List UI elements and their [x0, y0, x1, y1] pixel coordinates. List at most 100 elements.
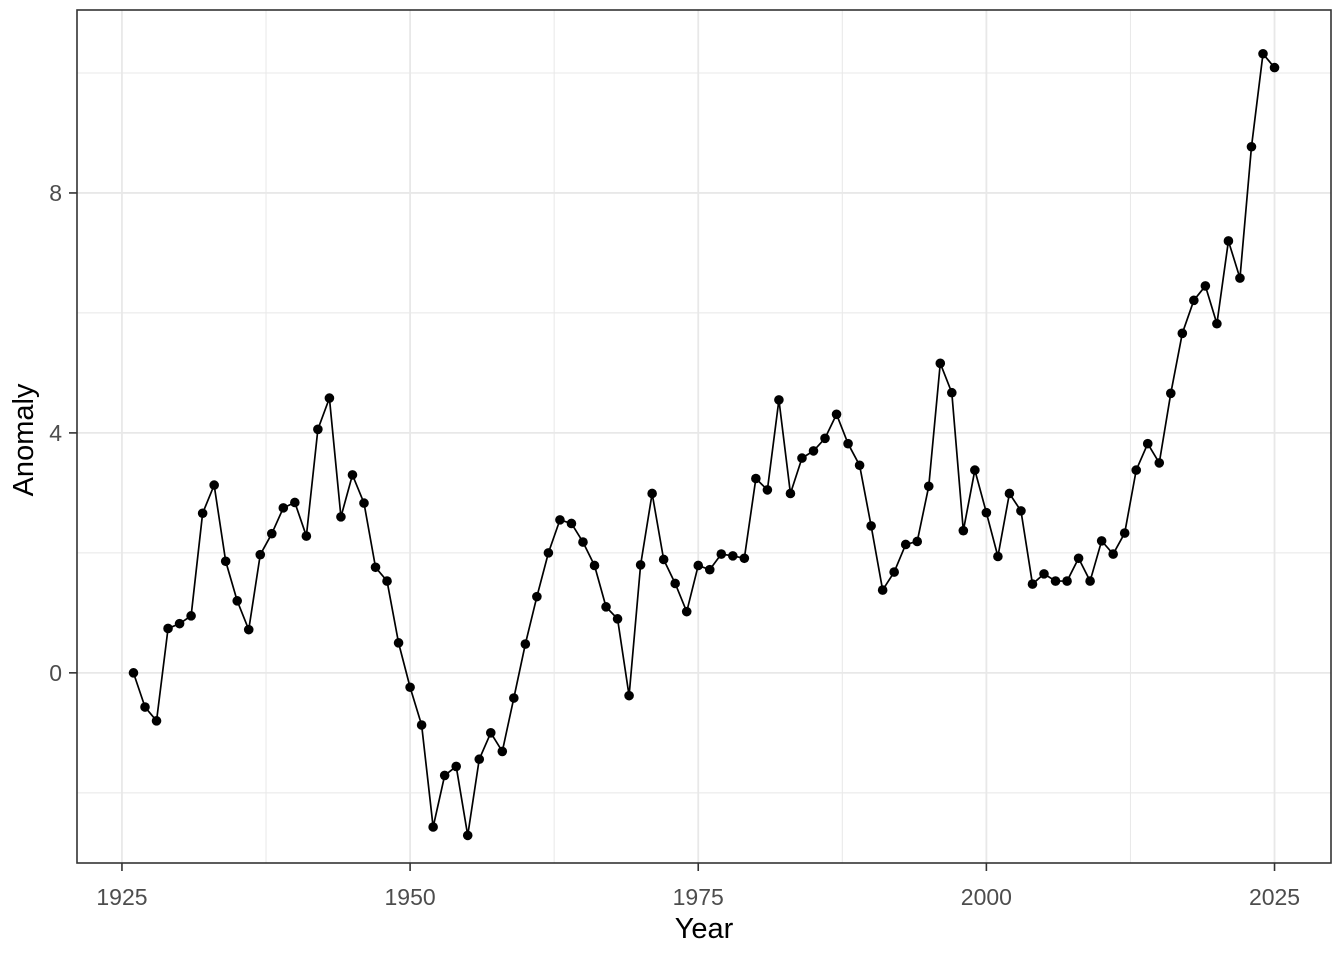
- data-point: [186, 611, 196, 621]
- data-point: [485, 728, 496, 738]
- data-point: [762, 485, 773, 495]
- data-point: [1212, 318, 1222, 329]
- data-point: [958, 525, 969, 536]
- data-point: [981, 507, 992, 518]
- data-point: [912, 536, 923, 547]
- data-point: [151, 716, 162, 726]
- axes-frame: 1925 1950 1975 2000 2025 0 4 8: [49, 9, 1332, 910]
- data-point: [1154, 458, 1165, 468]
- x-tick-label: 2025: [1249, 884, 1300, 910]
- data-point: [140, 702, 150, 712]
- data-line: [132, 52, 1276, 837]
- data-point: [601, 602, 611, 612]
- data-point: [359, 498, 369, 508]
- data-point: [416, 720, 427, 730]
- data-point: [1119, 528, 1130, 538]
- data-point: [1085, 576, 1095, 586]
- data-point: [820, 433, 830, 444]
- data-point: [716, 549, 727, 559]
- data-point: [1108, 549, 1118, 559]
- data-point: [751, 473, 761, 484]
- y-tick-label: 0: [49, 660, 62, 686]
- data-point: [266, 528, 277, 539]
- data-point: [474, 754, 485, 765]
- data-point: [197, 508, 208, 519]
- data-point: [739, 553, 750, 564]
- data-point: [1131, 465, 1142, 475]
- panel-border: [76, 9, 1332, 864]
- data-point: [1200, 281, 1211, 291]
- data-point: [993, 551, 1003, 562]
- data-point: [1016, 506, 1026, 516]
- data-point: [831, 409, 842, 420]
- data-point: [428, 822, 438, 832]
- data-point: [923, 481, 934, 492]
- data-point: [255, 549, 266, 560]
- data-point: [785, 488, 796, 499]
- data-point: [232, 596, 243, 606]
- data-point: [843, 438, 853, 449]
- data-point: [532, 591, 542, 602]
- data-point: [509, 693, 519, 703]
- data-point: [1189, 295, 1199, 306]
- x-tick-label: 2000: [961, 884, 1012, 910]
- data-point: [935, 358, 946, 369]
- data-point: [774, 395, 784, 405]
- data-point: [347, 470, 358, 480]
- data-series: [128, 48, 1280, 841]
- data-point: [889, 567, 899, 577]
- data-point: [647, 488, 657, 499]
- data-point: [1073, 553, 1084, 564]
- data-point: [1258, 48, 1268, 59]
- data-point: [612, 614, 623, 624]
- data-point: [163, 623, 173, 634]
- data-point: [635, 560, 646, 570]
- data-point: [220, 556, 231, 567]
- data-point: [209, 480, 219, 490]
- data-point: [174, 618, 185, 629]
- data-point: [1096, 536, 1107, 546]
- data-point: [1062, 576, 1072, 586]
- data-point: [324, 393, 335, 403]
- data-point: [555, 515, 565, 525]
- data-point: [1269, 62, 1280, 73]
- data-point: [382, 576, 392, 586]
- x-tick-label: 1925: [96, 884, 147, 910]
- data-point: [947, 387, 957, 398]
- y-tick-label: 4: [49, 420, 62, 446]
- data-point: [451, 761, 461, 772]
- data-point: [1223, 236, 1234, 246]
- data-point: [670, 578, 680, 589]
- gridlines: [77, 10, 1331, 863]
- data-point: [243, 624, 254, 635]
- data-point: [658, 554, 669, 565]
- data-point: [808, 446, 819, 456]
- data-point: [313, 424, 323, 435]
- data-point: [854, 460, 865, 471]
- data-point: [589, 560, 600, 571]
- data-point: [728, 551, 738, 561]
- data-point: [578, 537, 588, 547]
- data-point: [1165, 388, 1176, 399]
- data-point: [128, 668, 139, 678]
- data-point: [900, 539, 911, 550]
- data-point: [497, 746, 508, 757]
- y-axis-title: Anomaly: [8, 383, 40, 496]
- data-point: [704, 564, 715, 575]
- data-point: [1027, 579, 1038, 589]
- data-point: [370, 562, 381, 573]
- data-point: [877, 585, 888, 595]
- x-tick-label: 1950: [385, 884, 436, 910]
- y-tick-label: 8: [49, 180, 62, 206]
- data-point: [290, 497, 300, 508]
- data-point: [624, 690, 634, 701]
- data-point: [462, 830, 473, 841]
- data-point: [1142, 438, 1153, 449]
- data-point: [681, 606, 692, 617]
- data-point: [278, 503, 289, 513]
- data-point: [520, 639, 531, 649]
- data-point: [866, 521, 876, 531]
- data-point: [693, 560, 704, 571]
